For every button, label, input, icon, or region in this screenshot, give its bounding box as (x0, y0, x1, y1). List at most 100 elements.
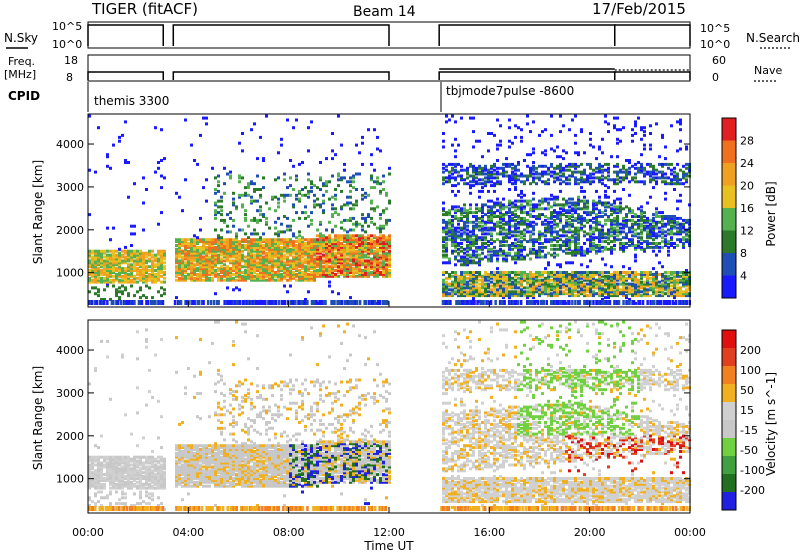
power-cell (241, 259, 244, 263)
power-cell (277, 244, 280, 247)
power-cell (547, 220, 550, 224)
power-cell (274, 195, 277, 199)
power-cell (253, 249, 256, 253)
power-cell (283, 249, 286, 253)
power-cell (514, 226, 517, 230)
power-cell (376, 182, 379, 186)
power-cell (388, 265, 391, 269)
power-cell (355, 240, 358, 244)
power-cell (640, 205, 643, 209)
power-cell (199, 240, 202, 244)
power-cell (517, 244, 520, 247)
power-cell (145, 267, 148, 271)
power-cell (274, 220, 277, 224)
power-cell (229, 245, 232, 249)
power-cell (349, 259, 352, 263)
power-cell (232, 272, 235, 276)
power-cell (469, 191, 472, 195)
power-cell (277, 271, 280, 274)
power-cell (331, 271, 334, 274)
power-cell (466, 218, 469, 222)
power-cell (523, 255, 526, 259)
power-cell (373, 180, 376, 184)
power-cell (181, 269, 184, 272)
power-cell (511, 257, 514, 261)
power-cell (529, 209, 532, 213)
power-cell (331, 215, 334, 218)
power-cell (577, 226, 580, 230)
power-cell (343, 245, 346, 249)
power-cell (106, 276, 109, 280)
power-cell (301, 272, 304, 276)
power-cell (658, 272, 661, 276)
power-cell (325, 255, 328, 259)
power-cell (376, 272, 379, 276)
power-cell (100, 280, 103, 284)
power-cell (319, 249, 322, 253)
power-cell (106, 284, 109, 288)
power-cell (97, 255, 100, 259)
power-cell (556, 222, 559, 226)
power-cell (133, 278, 136, 282)
power-cell (652, 242, 655, 245)
power-cell (91, 261, 94, 265)
power-cell (346, 244, 349, 247)
power-cell (484, 172, 487, 176)
power-cell (238, 180, 241, 184)
power-cell (226, 286, 229, 290)
power-cell (205, 255, 208, 259)
power-cell (352, 274, 355, 278)
power-cell (190, 253, 193, 257)
power-cell (505, 274, 508, 278)
power-cell (511, 244, 514, 247)
power-cell (655, 271, 658, 274)
power-cell (187, 263, 190, 267)
power-cell (529, 272, 532, 276)
power-cell (517, 257, 520, 261)
power-cell (466, 259, 469, 263)
power-cell (520, 290, 523, 294)
power-cell (208, 240, 211, 244)
power-cell (454, 286, 457, 290)
power-cell (454, 184, 457, 188)
power-cell (460, 116, 463, 120)
power-cell (550, 147, 553, 151)
power-cell (301, 242, 304, 245)
power-cell (517, 238, 520, 242)
power-cell (280, 276, 283, 280)
power-cell (334, 263, 337, 267)
power-cell (526, 292, 529, 296)
power-cell (481, 203, 484, 207)
power-cell (364, 195, 367, 199)
power-cell (529, 220, 532, 224)
power-cell (244, 191, 247, 195)
power-cell (628, 207, 631, 211)
power-cell (118, 286, 121, 290)
power-cell (649, 195, 652, 199)
power-cell (343, 168, 346, 172)
power-cell (268, 245, 271, 249)
power-cell (217, 249, 220, 253)
power-cell (190, 272, 193, 276)
power-cell (481, 282, 484, 286)
power-cell (277, 242, 280, 245)
power-cell (487, 220, 490, 224)
power-cell (445, 294, 448, 298)
power-cell (343, 176, 346, 180)
power-cell (247, 242, 250, 245)
power-cell (142, 265, 145, 269)
power-cell (613, 116, 616, 120)
power-cell (550, 170, 553, 174)
power-cell (250, 244, 253, 247)
power-cell (220, 205, 223, 209)
power-cell (253, 253, 256, 257)
power-cell (304, 259, 307, 263)
power-cell (217, 255, 220, 259)
power-cell (511, 174, 514, 178)
power-cell (472, 276, 475, 280)
power-cell (340, 245, 343, 249)
power-cell (442, 207, 445, 211)
power-cell (145, 274, 148, 278)
power-cell (490, 255, 493, 259)
power-cell (349, 216, 352, 220)
